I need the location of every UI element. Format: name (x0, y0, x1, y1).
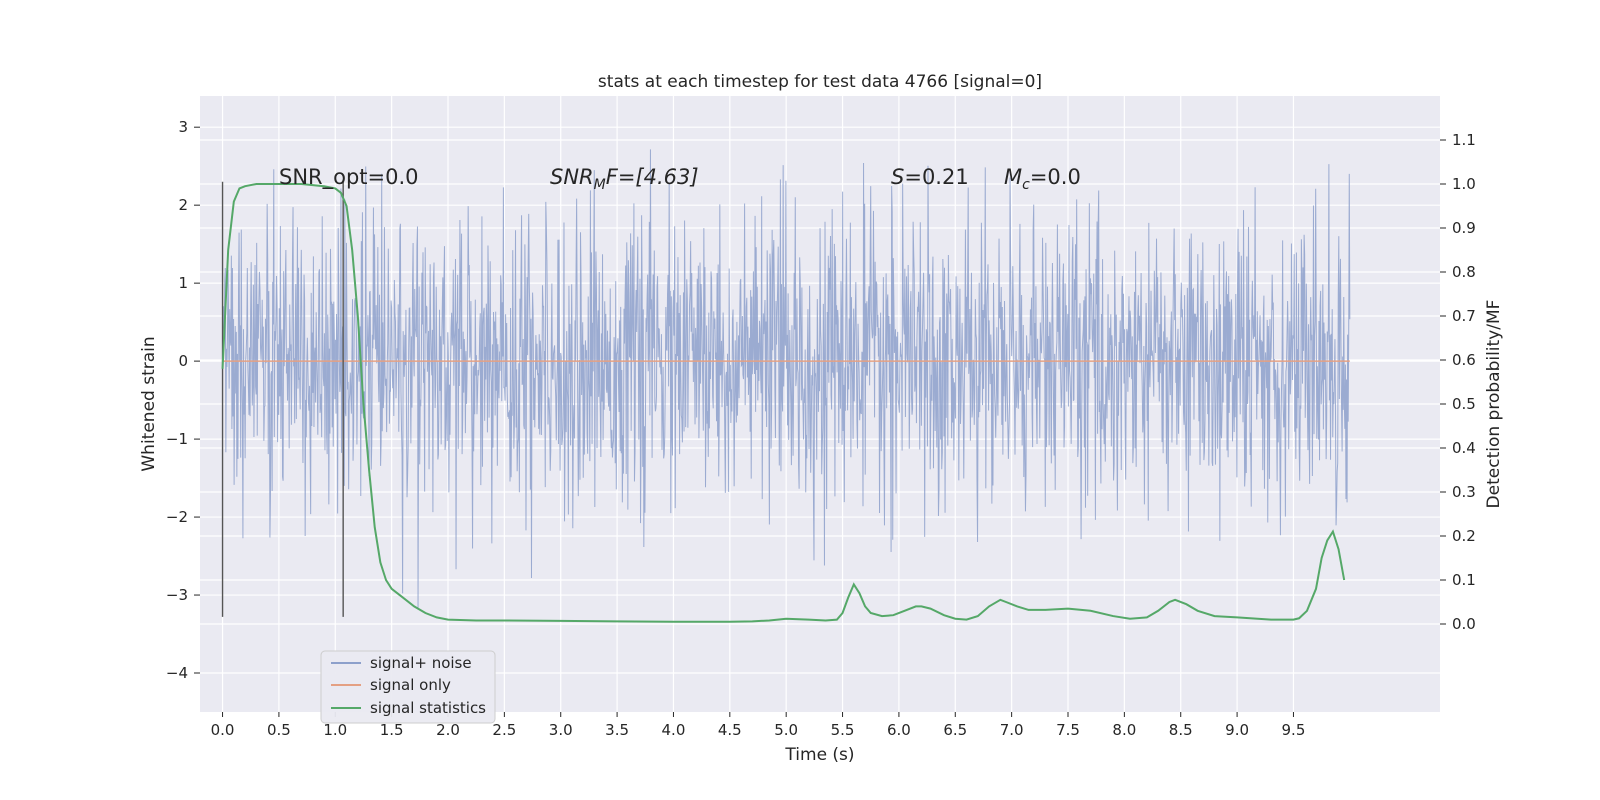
x-tick-label: 3.0 (549, 721, 573, 739)
y-axis-label: Whitened strain (139, 336, 159, 471)
snr-opt-annotation: SNR_opt=0.0 (279, 165, 419, 190)
mc-value: =0.0 (1030, 165, 1081, 189)
x-tick-label: 5.5 (831, 721, 855, 739)
y-tick-label-right: 0.9 (1452, 219, 1476, 237)
snr-mf-post: F=[4.63] (606, 165, 699, 189)
snr-mf-annotation: SNRMF=[4.63] (550, 165, 699, 193)
x-tick-label: 7.0 (1000, 721, 1024, 739)
y-ticks-right: 0.0 0.1 0.2 0.3 0.4 0.5 0.6 0.7 0.8 0.9 1.0 1.1 (1440, 131, 1476, 633)
y-tick-label-right: 0.5 (1452, 395, 1476, 413)
mc-label: M (1004, 165, 1022, 189)
legend-label-signal: signal only (370, 676, 451, 694)
grid (200, 96, 1440, 712)
y-ticks-left: −4 −3 −2 −1 0 1 2 3 (166, 118, 200, 682)
y-tick-label: 0 (178, 352, 188, 370)
y-tick-label-right: 0.8 (1452, 263, 1476, 281)
y-axis-label-right: Detection probability/MF (1484, 300, 1504, 509)
x-tick-label: 9.5 (1282, 721, 1306, 739)
legend-label-stat: signal statistics (370, 699, 486, 717)
legend: signal+ noise signal only signal statist… (320, 650, 496, 724)
x-tick-label: 3.5 (605, 721, 629, 739)
x-tick-label: 7.5 (1056, 721, 1080, 739)
x-tick-label: 6.5 (943, 721, 967, 739)
x-tick-label: 2.5 (492, 721, 516, 739)
x-tick-label: 9.0 (1225, 721, 1249, 739)
signal-statistics-line (221, 183, 1346, 623)
x-tick-label: 1.5 (380, 721, 404, 739)
y-tick-label-right: 0.2 (1452, 527, 1476, 545)
s-value: =0.21 (904, 165, 968, 189)
x-tick-label: 0.5 (267, 721, 291, 739)
legend-box (320, 650, 496, 724)
y-tick-label-right: 0.7 (1452, 307, 1476, 325)
x-tick-label: 8.0 (1112, 721, 1136, 739)
x-tick-label: 1.0 (323, 721, 347, 739)
x-tick-label: 2.0 (436, 721, 460, 739)
x-tick-label: 4.0 (662, 721, 686, 739)
x-tick-label: 6.0 (887, 721, 911, 739)
x-axis-label: Time (s) (784, 745, 854, 765)
y-tick-label: −1 (166, 430, 188, 448)
y-tick-label: −2 (166, 508, 188, 526)
y-tick-label: −3 (166, 586, 188, 604)
x-tick-label: 4.5 (718, 721, 742, 739)
mc-annotation: Mc=0.0 (1004, 165, 1081, 193)
y-tick-label-right: 1.1 (1452, 131, 1476, 149)
y-tick-label-right: 0.6 (1452, 351, 1476, 369)
noise-path (222, 149, 1351, 608)
y-tick-label-right: 1.0 (1452, 175, 1476, 193)
y-tick-label-right: 0.1 (1452, 571, 1476, 589)
x-tick-label: 8.5 (1169, 721, 1193, 739)
y-tick-label-right: 0.4 (1452, 439, 1476, 457)
s-annotation: S=0.21 (891, 165, 969, 189)
legend-label-noise: signal+ noise (370, 654, 472, 672)
snr-mf-sub: M (594, 177, 606, 193)
x-tick-label: 5.0 (774, 721, 798, 739)
x-ticks: 0.0 0.5 1.0 1.5 2.0 2.5 3.0 3.5 4.0 4.5 5.0 5.5 6.0 6… (211, 712, 1306, 739)
y-tick-label-right: 0.0 (1452, 615, 1476, 633)
y-tick-label: 3 (178, 118, 188, 136)
y-tick-label: −4 (166, 664, 188, 682)
chart-title: stats at each timestep for test data 476… (598, 72, 1042, 92)
y-tick-label: 1 (178, 274, 188, 292)
x-tick-label: 0.0 (211, 721, 235, 739)
y-tick-label: 2 (178, 196, 188, 214)
y-tick-label-right: 0.3 (1452, 483, 1476, 501)
noise-series (222, 149, 1351, 608)
s-label: S (891, 165, 904, 189)
mc-sub: c (1022, 177, 1030, 193)
vertical-markers (221, 181, 344, 617)
snr-mf-pre: SNR (550, 165, 594, 189)
